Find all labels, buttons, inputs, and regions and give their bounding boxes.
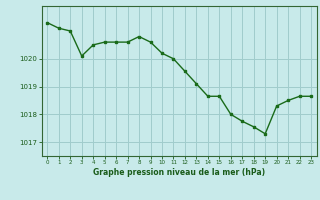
X-axis label: Graphe pression niveau de la mer (hPa): Graphe pression niveau de la mer (hPa) <box>93 168 265 177</box>
